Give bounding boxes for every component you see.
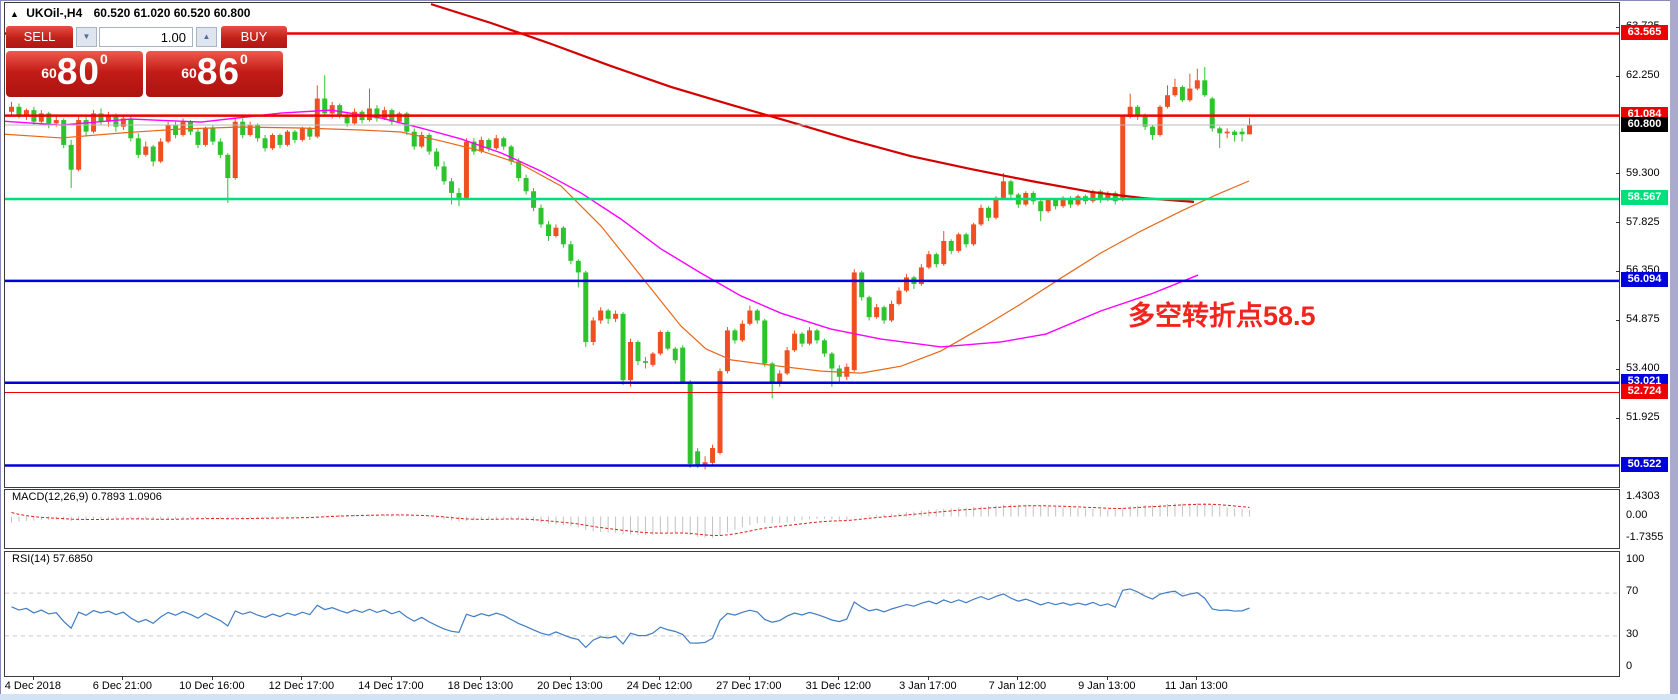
- ma-fast-orange: [5, 126, 1250, 374]
- time-tick-mark: [569, 676, 571, 680]
- price-tick-mark: [1616, 270, 1620, 272]
- price-tick-label: 62.250: [1626, 69, 1660, 81]
- price-tick-mark: [1616, 75, 1620, 77]
- time-tick-label: 11 Jan 13:00: [1164, 680, 1228, 692]
- symbol-header: ▲ UKOil-,H4 60.520 61.020 60.520 60.800: [10, 6, 250, 20]
- macd-chart: [11, 503, 1251, 538]
- macd-pane[interactable]: [4, 489, 1620, 549]
- price-tick-mark: [1616, 319, 1620, 321]
- time-tick-mark: [1196, 676, 1198, 680]
- ma-mid-magenta: [5, 109, 1199, 348]
- price-badge-50.522: 50.522: [1621, 456, 1668, 472]
- chart-annotation-text: 多空转折点58.5: [1128, 301, 1316, 331]
- sell-price-button[interactable]: 60800: [6, 51, 143, 97]
- macd-signal-line: [11, 503, 1250, 536]
- time-tick-mark: [748, 676, 750, 680]
- rsi-axis-label: 0: [1626, 660, 1633, 672]
- macd-axis-label: 0.00: [1626, 509, 1648, 521]
- time-tick-mark: [480, 676, 482, 680]
- time-tick-label: 27 Dec 17:00: [716, 680, 782, 692]
- time-tick-mark: [838, 676, 840, 680]
- price-badge-60.800: 60.800: [1621, 116, 1668, 132]
- price-tick-mark: [1616, 417, 1620, 419]
- macd-axis-label: 1.4303: [1626, 490, 1660, 502]
- one-click-trade-panel: SELL ▼ ▲ BUY 60800 60860: [6, 26, 287, 98]
- time-tick-mark: [390, 676, 392, 680]
- sell-price-sup: 0: [99, 51, 108, 67]
- time-tick-label: 31 Dec 12:00: [805, 680, 872, 692]
- window-right-edge: [1670, 0, 1678, 700]
- rsi-pane[interactable]: [4, 551, 1620, 677]
- buy-price-button[interactable]: 60860: [146, 51, 283, 97]
- time-tick-mark: [32, 676, 34, 680]
- price-badge-63.565: 63.565: [1621, 24, 1668, 40]
- ma-slow-crimson: [430, 3, 1195, 203]
- time-tick-label: 20 Dec 13:00: [537, 680, 603, 692]
- time-tick-mark: [211, 676, 213, 680]
- time-tick-mark: [122, 676, 124, 680]
- price-tick-label: 57.825: [1626, 215, 1660, 228]
- symbol-title: UKOil-,H4: [26, 6, 83, 20]
- volume-increase-button[interactable]: ▲: [196, 27, 217, 47]
- time-tick-label: 3 Jan 17:00: [899, 680, 957, 692]
- time-tick-mark: [927, 676, 929, 680]
- time-tick-mark: [1106, 676, 1108, 680]
- price-badge-56.094: 56.094: [1621, 272, 1668, 288]
- rsi-chart: [5, 588, 1619, 649]
- price-tick-mark: [1616, 26, 1620, 28]
- volume-decrease-button[interactable]: ▼: [76, 27, 97, 47]
- sell-button[interactable]: SELL: [6, 26, 73, 48]
- price-badge-58.567: 58.567: [1621, 190, 1668, 206]
- price-tick-mark: [1616, 173, 1620, 175]
- price-tick-label: 51.925: [1626, 411, 1660, 423]
- time-tick-mark: [1017, 676, 1019, 680]
- rsi-label: RSI(14) 57.6850: [12, 553, 93, 565]
- time-tick-label: 6 Dec 21:00: [92, 680, 153, 692]
- time-tick-label: 9 Jan 13:00: [1078, 680, 1136, 692]
- window-bottom-edge: [0, 694, 1678, 700]
- candlestick-chart[interactable]: [5, 3, 1619, 487]
- rsi-axis-label: 100: [1626, 553, 1645, 565]
- price-badge-52.724: 52.724: [1621, 384, 1668, 400]
- time-tick-label: 10 Dec 16:00: [179, 680, 245, 692]
- buy-price-prefix: 60: [181, 65, 197, 81]
- macd-label: MACD(12,26,9) 0.7893 1.0906: [12, 491, 162, 503]
- time-tick-label: 24 Dec 12:00: [626, 680, 693, 692]
- time-tick-label: 14 Dec 17:00: [358, 680, 424, 692]
- ohlc-readout: 60.520 61.020 60.520 60.800: [93, 6, 251, 20]
- time-tick-label: 4 Dec 2018: [4, 680, 61, 692]
- price-tick-label: 59.300: [1626, 166, 1660, 179]
- time-tick-label: 7 Jan 12:00: [988, 680, 1047, 692]
- time-tick-mark: [301, 676, 303, 680]
- volume-input[interactable]: [99, 27, 193, 47]
- buy-price-sup: 0: [239, 51, 248, 67]
- time-tick-label: 12 Dec 17:00: [268, 680, 335, 692]
- rsi-line: [11, 588, 1250, 649]
- macd-axis-label: -1.7355: [1626, 531, 1664, 543]
- trade-panel-row: SELL ▼ ▲ BUY: [6, 26, 287, 49]
- collapse-icon[interactable]: ▲: [10, 9, 19, 19]
- rsi-axis-label: 30: [1626, 627, 1639, 640]
- rsi-axis-label: 70: [1626, 585, 1639, 598]
- time-tick-mark: [659, 676, 661, 680]
- price-tick-mark: [1616, 368, 1620, 370]
- buy-price-big: 86: [196, 51, 240, 92]
- buy-button[interactable]: BUY: [221, 26, 287, 48]
- price-tick-label: 53.400: [1626, 362, 1660, 375]
- price-tick-mark: [1616, 222, 1620, 224]
- price-tick-label: 54.875: [1626, 313, 1660, 326]
- time-axis[interactable]: 4 Dec 2018 6 Dec 21:00 10 Dec 16:00 12 Dec …: [4, 676, 1620, 695]
- sell-price-big: 80: [56, 51, 100, 92]
- price-axis[interactable]: 63.72562.25059.30057.82556.35054.87553.4…: [1616, 2, 1670, 696]
- sell-price-prefix: 60: [41, 65, 57, 81]
- time-tick-label: 18 Dec 13:00: [447, 680, 514, 692]
